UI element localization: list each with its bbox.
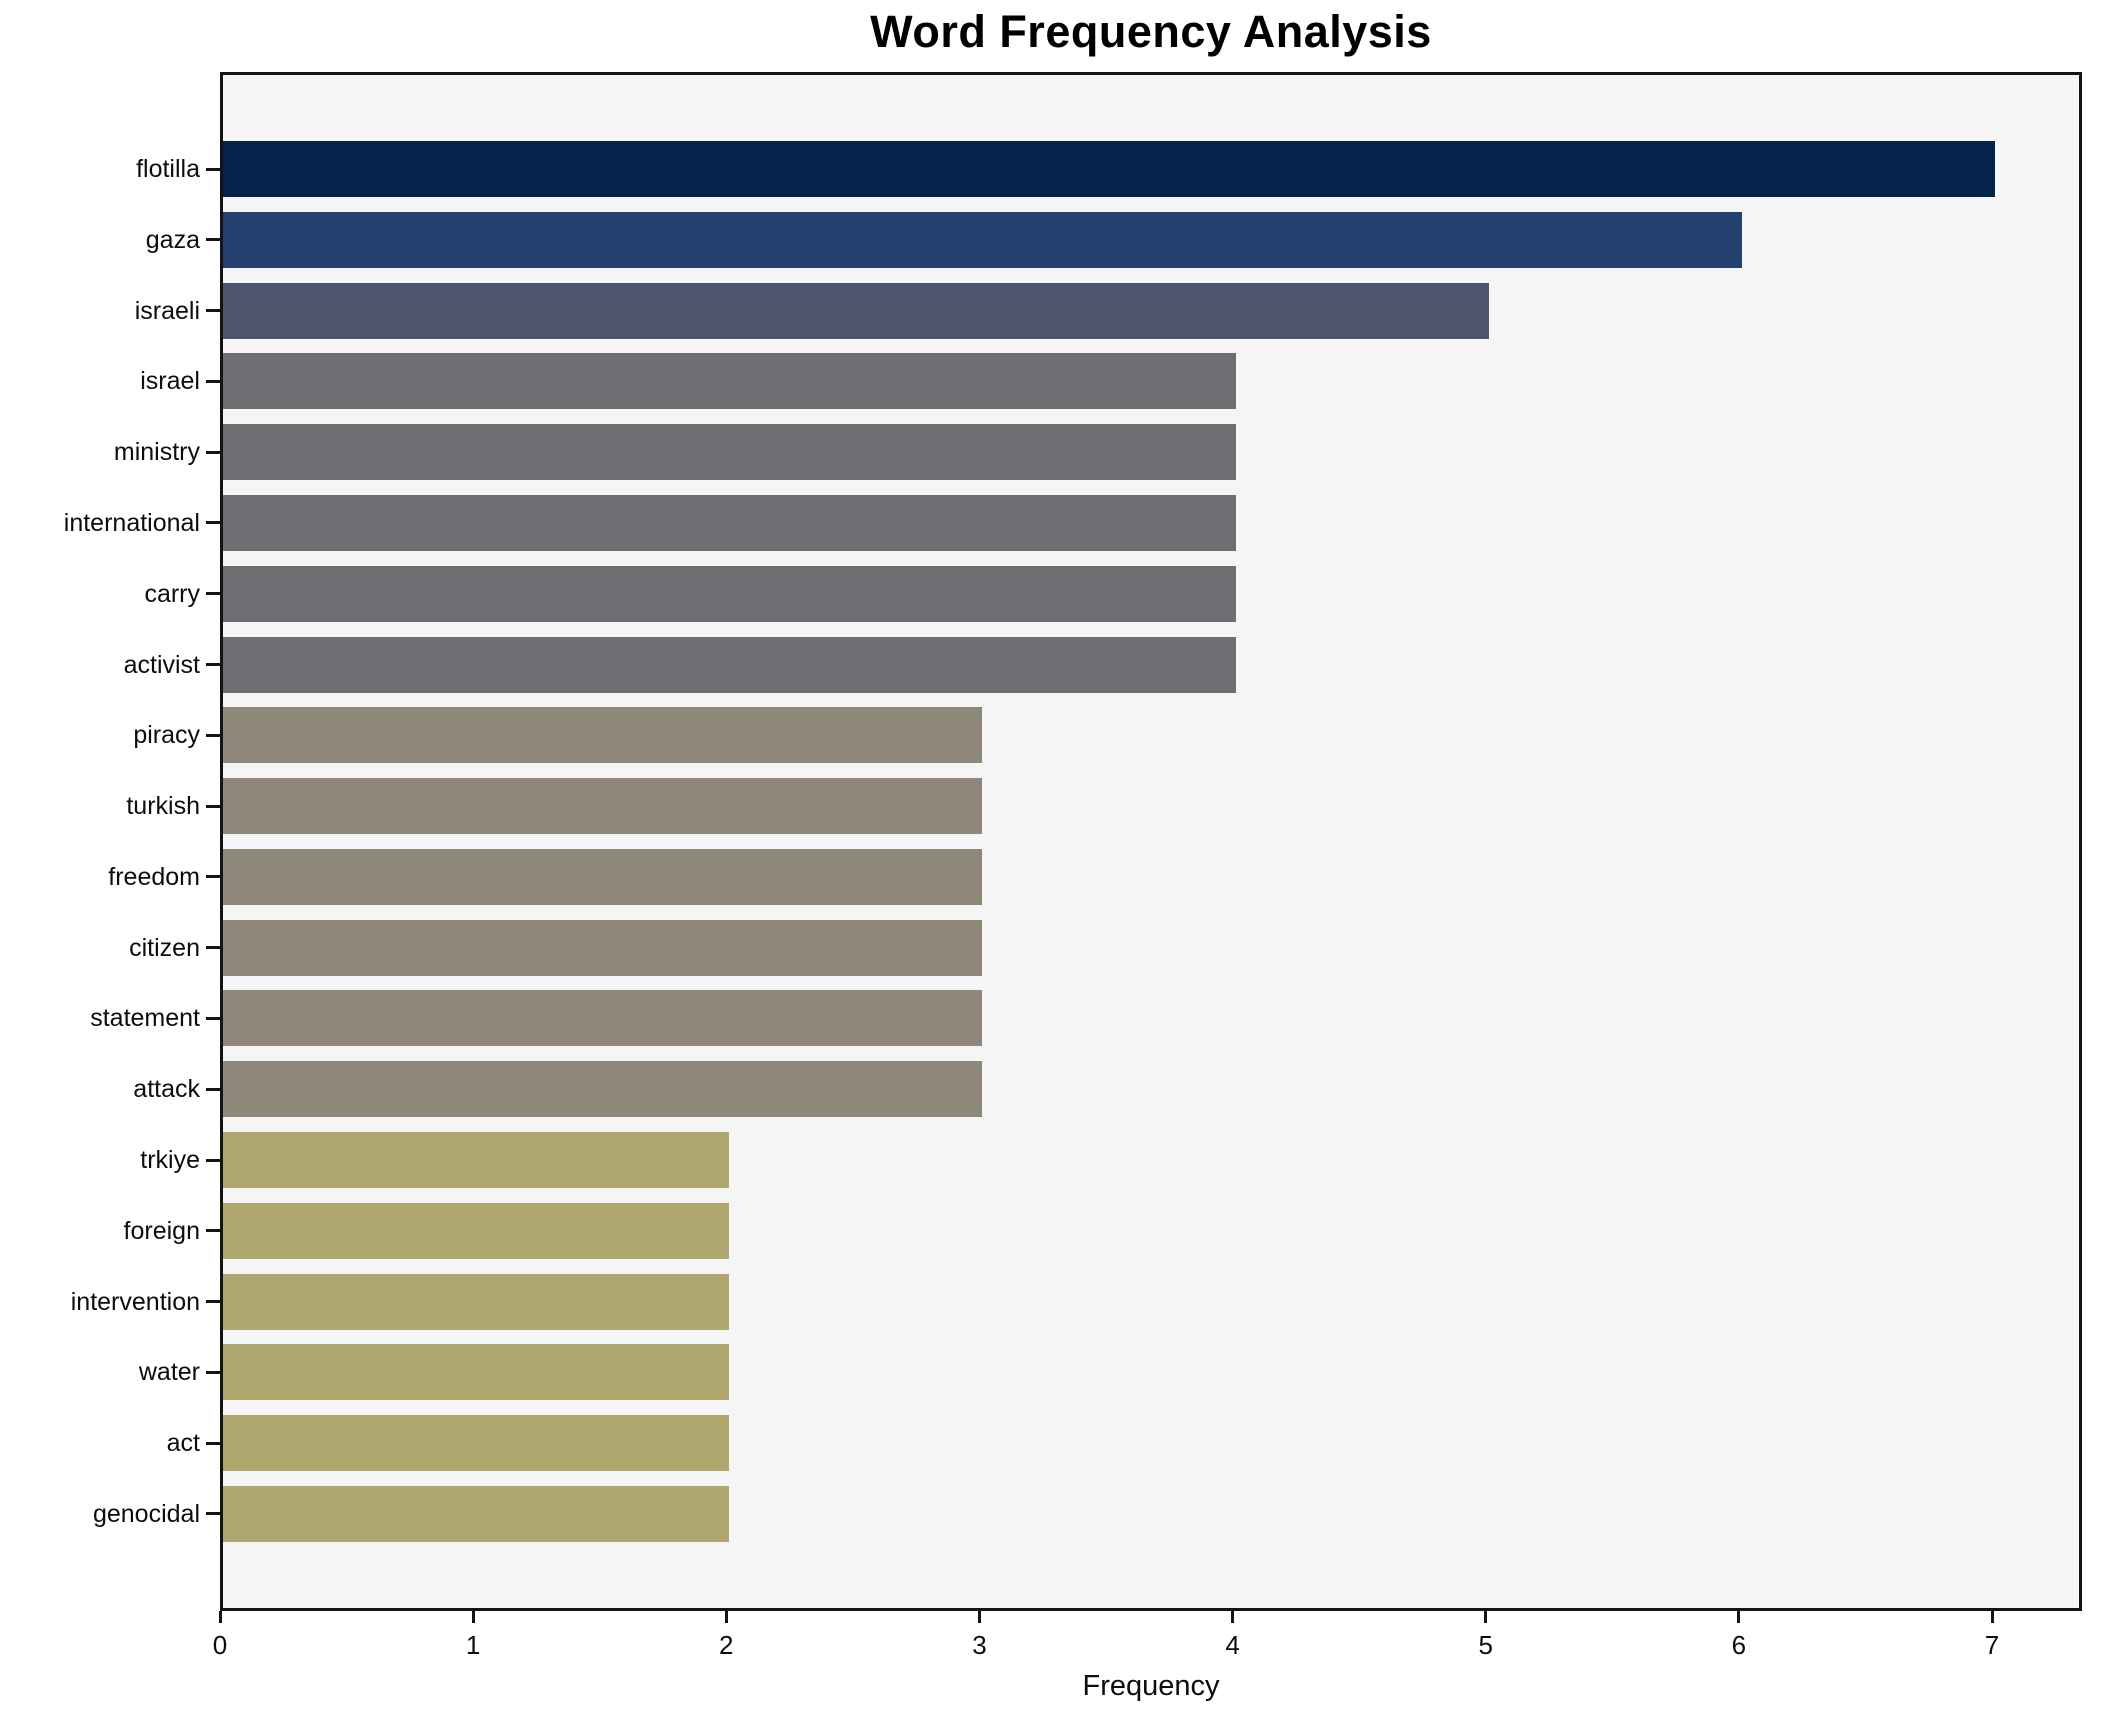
bar-citizen <box>223 919 983 976</box>
y-tick-label-foreign: foreign <box>123 1216 200 1245</box>
y-tick-activist <box>206 663 220 667</box>
x-tick-label-3: 3 <box>972 1630 987 1660</box>
x-tick-0 <box>218 1611 222 1623</box>
y-tick-freedom <box>206 875 220 879</box>
y-tick-turkish <box>206 804 220 808</box>
x-tick-4 <box>1231 1611 1235 1623</box>
x-tick-7 <box>1990 1611 1994 1623</box>
bar-turkish <box>223 778 983 835</box>
y-tick-flotilla <box>206 167 220 171</box>
y-tick-label-turkish: turkish <box>126 792 200 821</box>
bar-carry <box>223 565 1236 622</box>
y-tick-label-ministry: ministry <box>113 438 200 467</box>
y-tick-label-carry: carry <box>144 579 200 608</box>
bar-act <box>223 1415 730 1472</box>
x-tick-label-5: 5 <box>1478 1630 1493 1660</box>
bar-attack <box>223 1061 983 1118</box>
x-tick-6 <box>1737 1611 1741 1623</box>
y-tick-label-israeli: israeli <box>134 296 200 325</box>
y-tick-water <box>206 1370 220 1374</box>
y-tick-label-activist: activist <box>123 650 200 679</box>
y-tick-label-act: act <box>166 1429 200 1458</box>
bar-ministry <box>223 424 1236 481</box>
bar-flotilla <box>223 141 1995 197</box>
y-tick-label-citizen: citizen <box>129 933 200 962</box>
y-tick-label-water: water <box>138 1358 200 1387</box>
bar-piracy <box>223 707 983 764</box>
y-tick-statement <box>206 1016 220 1020</box>
y-tick-label-israel: israel <box>140 367 200 396</box>
y-tick-label-trkiye: trkiye <box>140 1146 200 1175</box>
bar-gaza <box>223 211 1742 268</box>
y-tick-label-piracy: piracy <box>133 721 200 750</box>
x-tick-1 <box>471 1611 475 1623</box>
x-tick-3 <box>977 1611 981 1623</box>
y-tick-label-flotilla: flotilla <box>136 155 200 183</box>
bar-trkiye <box>223 1132 730 1189</box>
bar-statement <box>223 990 983 1047</box>
bar-genocidal <box>223 1485 730 1542</box>
y-tick-attack <box>206 1087 220 1091</box>
y-tick-citizen <box>206 946 220 950</box>
y-tick-label-genocidal: genocidal <box>92 1499 200 1528</box>
bar-israeli <box>223 282 1489 339</box>
y-tick-ministry <box>206 450 220 454</box>
bar-international <box>223 494 1236 551</box>
bar-intervention <box>223 1273 730 1330</box>
y-tick-international <box>206 521 220 525</box>
x-tick-label-0: 0 <box>212 1630 228 1660</box>
x-tick-label-7: 7 <box>1984 1630 2000 1660</box>
y-tick-israel <box>206 379 220 383</box>
x-tick-label-2: 2 <box>719 1630 734 1660</box>
x-tick-label-6: 6 <box>1731 1630 1747 1660</box>
x-tick-5 <box>1484 1611 1488 1623</box>
y-tick-label-intervention: intervention <box>70 1287 200 1316</box>
y-tick-act <box>206 1441 220 1445</box>
x-tick-2 <box>724 1611 728 1623</box>
chart-title: Word Frequency Analysis <box>870 6 1432 57</box>
bar-activist <box>223 636 1236 693</box>
y-tick-carry <box>206 592 220 596</box>
plot-area <box>220 72 2082 1611</box>
x-tick-label-1: 1 <box>465 1630 481 1660</box>
x-axis-label: Frequency <box>1082 1670 1220 1702</box>
y-tick-label-international: international <box>63 508 200 537</box>
bar-foreign <box>223 1202 730 1259</box>
bar-israel <box>223 353 1236 410</box>
bar-water <box>223 1344 730 1401</box>
y-tick-label-attack: attack <box>133 1075 200 1104</box>
y-tick-israeli <box>206 309 220 313</box>
y-tick-foreign <box>206 1229 220 1233</box>
y-tick-label-gaza: gaza <box>145 225 200 254</box>
y-tick-trkiye <box>206 1158 220 1162</box>
y-tick-piracy <box>206 733 220 737</box>
y-tick-genocidal <box>206 1512 220 1516</box>
y-tick-gaza <box>206 238 220 242</box>
bar-freedom <box>223 848 983 905</box>
y-tick-label-statement: statement <box>90 1004 200 1033</box>
y-tick-intervention <box>206 1300 220 1304</box>
y-tick-label-freedom: freedom <box>108 862 200 891</box>
x-tick-label-4: 4 <box>1225 1630 1240 1660</box>
